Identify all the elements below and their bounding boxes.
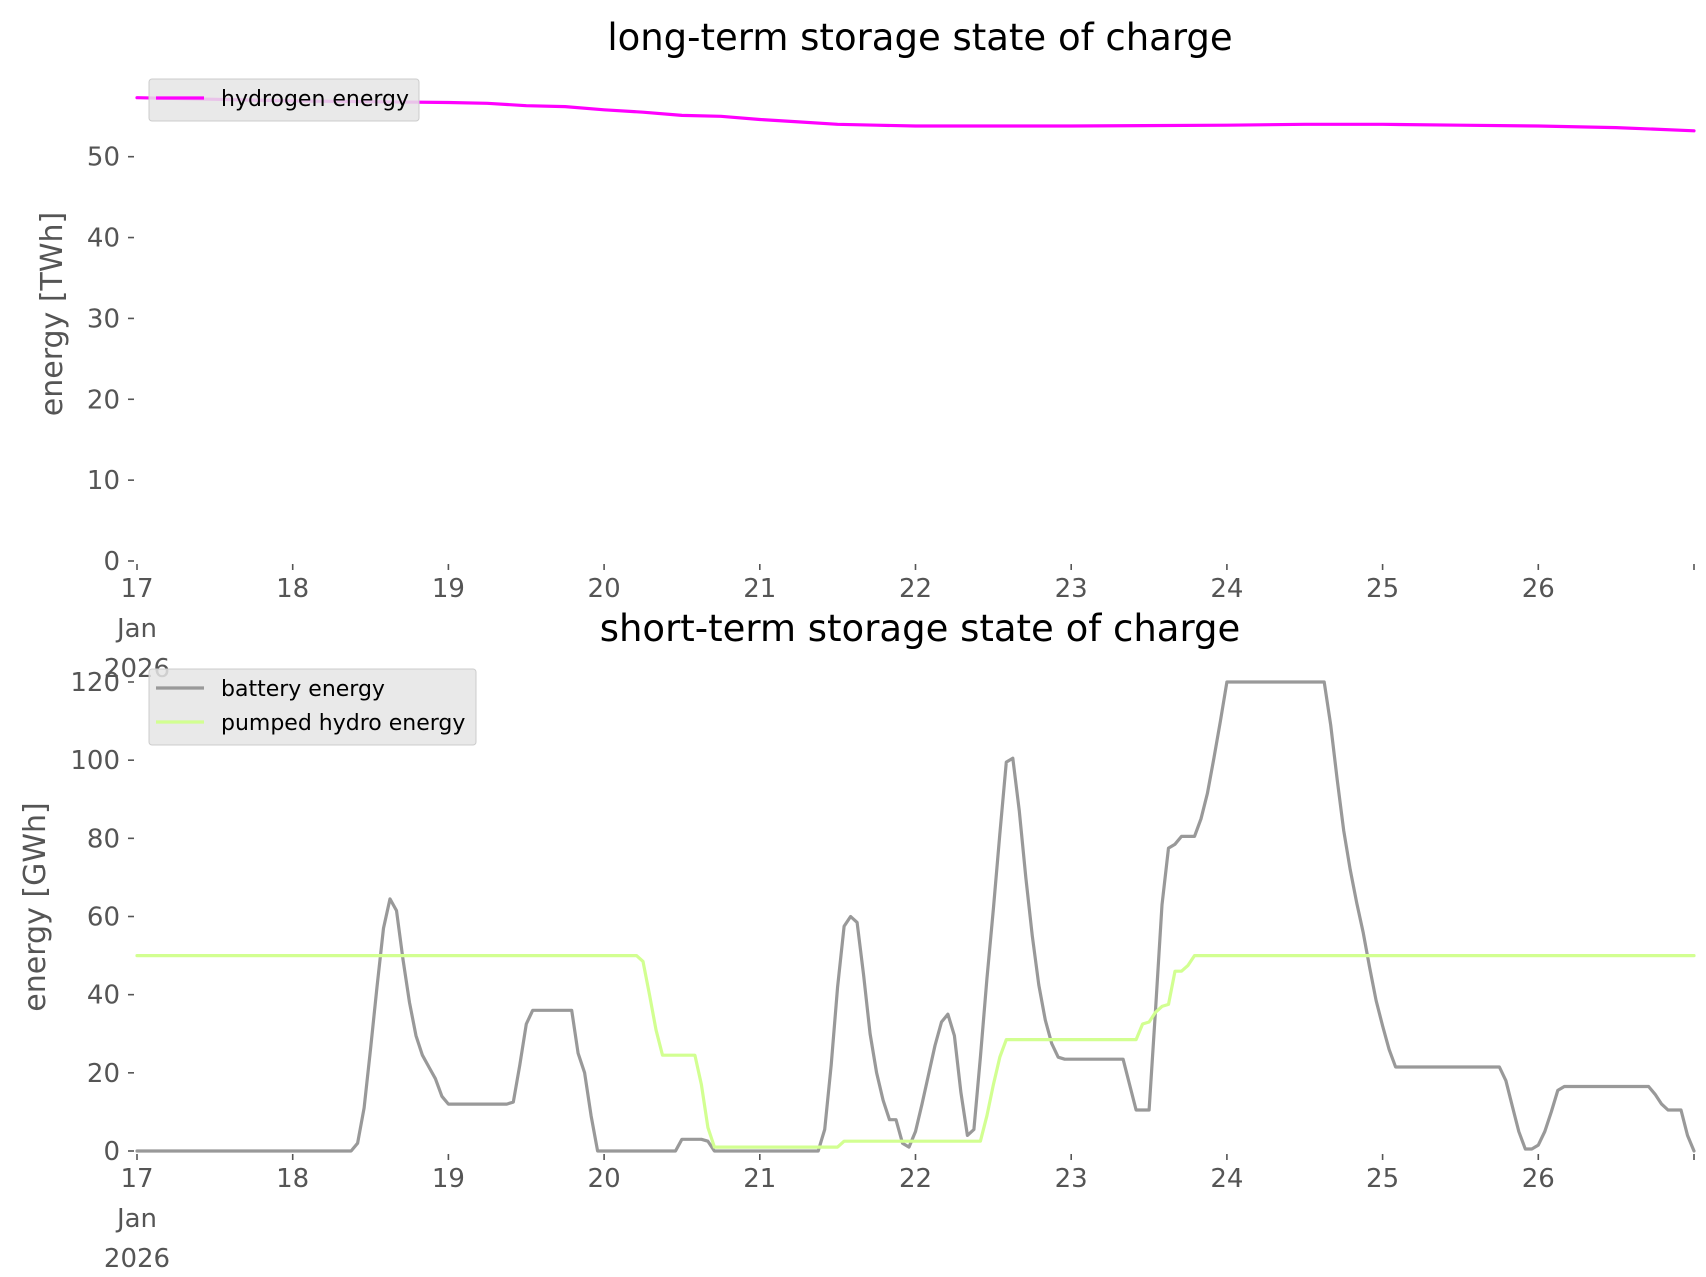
- x-tick-label: 23: [1055, 1164, 1088, 1194]
- x-tick-sublabel: Jan: [115, 1204, 157, 1234]
- x-tick-label: 24: [1210, 1164, 1243, 1194]
- x-tick-label: 25: [1366, 574, 1399, 604]
- long-term-storage-panel: long-term storage state of charge energy…: [35, 16, 1696, 684]
- y-tick-label: 50: [87, 143, 120, 173]
- legend-box: [148, 668, 477, 746]
- x-tick-label: 19: [432, 574, 465, 604]
- x-tick-label: 18: [276, 1164, 309, 1194]
- series-layer: [135, 680, 1696, 1153]
- x-tick-label: 26: [1522, 1164, 1555, 1194]
- x-tick-label: 26: [1522, 574, 1555, 604]
- series-line-battery-energy: [135, 680, 1696, 1153]
- x-tick-label: 19: [432, 1164, 465, 1194]
- y-tick-label: 10: [87, 466, 120, 496]
- y-tick-label: 40: [87, 981, 120, 1011]
- y-axis: 0 20 40 60 80 100 120: [70, 668, 134, 1167]
- legend-box: [148, 78, 420, 122]
- legend-label: hydrogen energy: [221, 87, 409, 112]
- x-tick-label: 20: [588, 574, 621, 604]
- legend: hydrogen energy: [148, 78, 420, 122]
- series-line-hydrogen-energy: [135, 96, 1696, 133]
- x-tick-label: 18: [276, 574, 309, 604]
- y-tick-label: 0: [103, 1137, 120, 1167]
- y-tick-label: 40: [87, 224, 120, 254]
- y-tick-label: 60: [87, 903, 120, 933]
- y-tick-label: 20: [87, 1059, 120, 1089]
- series-layer: [135, 96, 1696, 133]
- x-tick-sublabel: Jan: [115, 614, 157, 644]
- short-term-storage-panel: short-term storage state of charge energ…: [18, 607, 1696, 1274]
- legend-label: pumped hydro energy: [221, 711, 465, 736]
- chart-title: short-term storage state of charge: [600, 607, 1241, 650]
- x-tick-label: 22: [899, 1164, 932, 1194]
- x-axis: 17 Jan 2026 18 19 20 21 22 23 24 25 26: [104, 1154, 1695, 1274]
- y-axis: 0 10 20 30 40 50: [87, 143, 134, 577]
- y-tick-label: 100: [70, 746, 120, 776]
- x-tick-label: 22: [899, 574, 932, 604]
- legend: battery energy pumped hydro energy: [148, 668, 477, 746]
- x-tick-label: 25: [1366, 1164, 1399, 1194]
- y-tick-label: 20: [87, 385, 120, 415]
- y-tick-label: 120: [70, 668, 120, 698]
- y-axis-label: energy [TWh]: [35, 212, 70, 416]
- x-tick-label: 17: [120, 574, 153, 604]
- x-tick-sublabel: 2026: [104, 1244, 170, 1274]
- x-tick-label: 20: [588, 1164, 621, 1194]
- x-tick-label: 17: [120, 1164, 153, 1194]
- y-tick-label: 30: [87, 304, 120, 334]
- x-tick-label: 21: [743, 574, 776, 604]
- x-tick-label: 21: [743, 1164, 776, 1194]
- x-tick-label: 24: [1210, 574, 1243, 604]
- series-line-pumped-hydro-energy: [135, 953, 1696, 1149]
- y-tick-label: 0: [103, 547, 120, 577]
- x-tick-label: 23: [1055, 574, 1088, 604]
- y-axis-label: energy [GWh]: [18, 802, 53, 1011]
- legend-label: battery energy: [221, 677, 385, 702]
- y-tick-label: 80: [87, 824, 120, 854]
- chart-title: long-term storage state of charge: [607, 16, 1232, 59]
